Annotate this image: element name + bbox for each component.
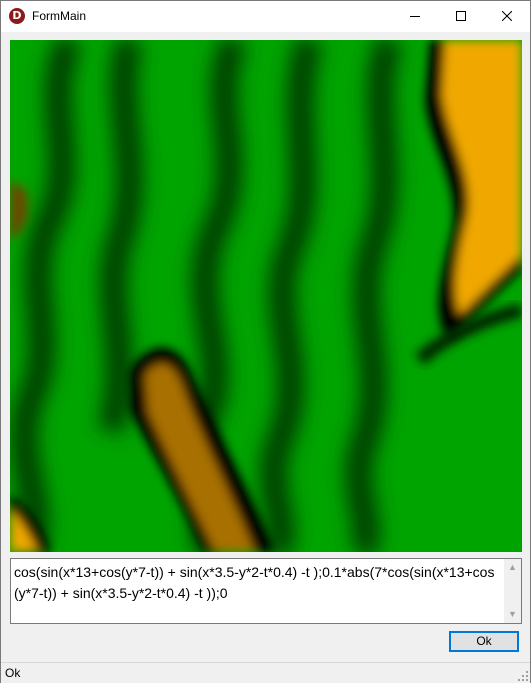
resize-grip-icon[interactable] (518, 671, 528, 681)
close-icon (502, 11, 512, 21)
status-bar: Ok (1, 662, 530, 683)
formula-scrollbar[interactable]: ▲ ▼ (504, 559, 521, 623)
scroll-up-icon[interactable]: ▲ (508, 562, 517, 572)
title-bar[interactable]: D FormMain (1, 1, 530, 32)
status-text: Ok (5, 666, 21, 680)
function-plot-image (10, 40, 522, 552)
ok-button[interactable]: Ok (449, 631, 519, 652)
minimize-button[interactable] (392, 1, 438, 32)
maximize-icon (456, 11, 466, 21)
delphi-app-icon: D (9, 8, 25, 24)
close-button[interactable] (484, 1, 530, 32)
window-title: FormMain (32, 9, 87, 23)
scroll-down-icon[interactable]: ▼ (508, 609, 517, 619)
formula-input[interactable]: cos(sin(x*13+cos(y*7-t)) + sin(x*3.5-y*2… (10, 558, 522, 624)
plot-canvas[interactable] (10, 40, 522, 552)
minimize-icon (410, 16, 420, 17)
maximize-button[interactable] (438, 1, 484, 32)
formula-text[interactable]: cos(sin(x*13+cos(y*7-t)) + sin(x*3.5-y*2… (14, 564, 495, 601)
